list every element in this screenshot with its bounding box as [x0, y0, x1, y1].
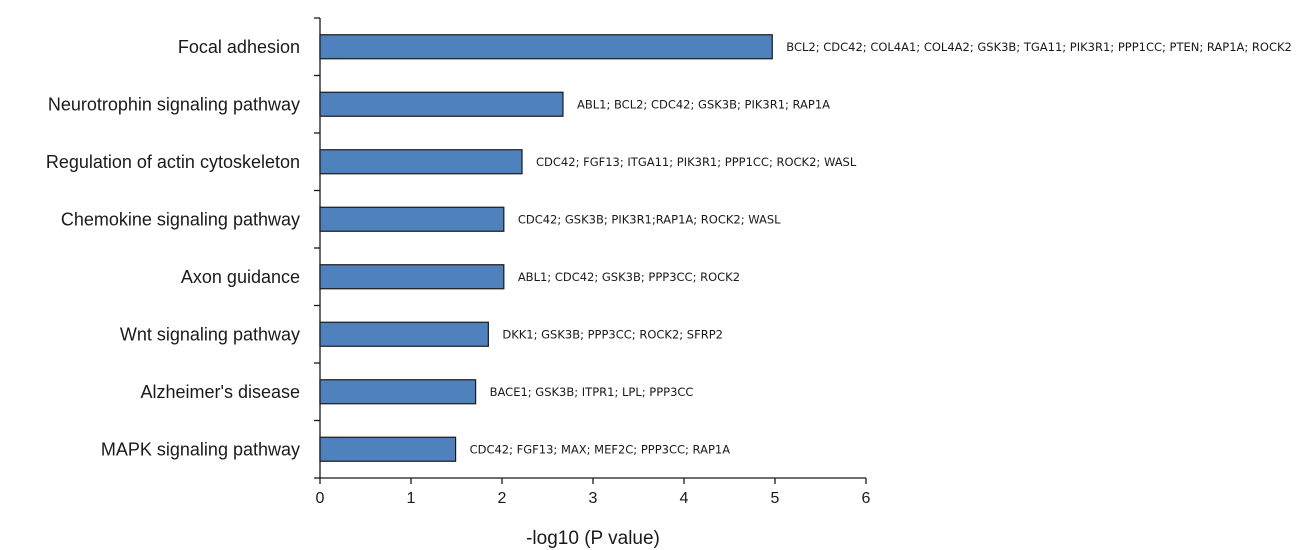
bar: [319, 91, 564, 117]
x-tick-label: 1: [407, 490, 416, 507]
bar: [319, 379, 477, 405]
bar: [319, 436, 457, 462]
gene-annotation: BACE1; GSK3B; ITPR1; LPL; PPP3CC: [490, 385, 694, 399]
gene-annotation: CDC42; FGF13; MAX; MEF2C; PPP3CC; RAP1A: [470, 442, 731, 456]
category-labels: Focal adhesion Neurotrophin signaling pat…: [46, 37, 300, 460]
category-label: Wnt signaling pathway: [120, 324, 300, 344]
x-tick-label: 5: [771, 490, 780, 507]
gene-annotation: DKK1; GSK3B; PPP3CC; ROCK2; SFRP2: [502, 327, 723, 341]
bar: [319, 321, 489, 347]
x-tick-label: 0: [316, 490, 325, 507]
gene-annotation: ABL1; BCL2; CDC42; GSK3B; PIK3R1; RAP1A: [577, 97, 830, 111]
category-label: Focal adhesion: [178, 37, 300, 57]
axes: [314, 17, 866, 479]
category-label: Chemokine signaling pathway: [61, 209, 300, 229]
bars: [319, 34, 773, 462]
x-tick-label: 4: [680, 490, 689, 507]
x-ticks: 0 1 2 3 4 5 6: [316, 478, 871, 507]
category-label: Axon guidance: [181, 267, 300, 287]
gene-annotation: BCL2; CDC42; COL4A1; COL4A2; GSK3B; TGA1…: [786, 40, 1292, 54]
gene-annotation: ABL1; CDC42; GSK3B; PPP3CC; ROCK2: [518, 270, 740, 284]
x-tick-label: 3: [589, 490, 598, 507]
bar: [319, 34, 773, 60]
x-tick-label: 2: [498, 490, 507, 507]
x-axis-label: -log10 (P value): [526, 528, 660, 549]
gene-annotation: CDC42; GSK3B; PIK3R1;RAP1A; ROCK2; WASL: [518, 212, 781, 226]
category-label: Alzheimer's disease: [140, 382, 300, 402]
bar: [319, 264, 505, 290]
x-tick-label: 6: [862, 490, 871, 507]
category-label: MAPK signaling pathway: [101, 439, 300, 459]
bar: [319, 149, 523, 175]
bar: [319, 206, 505, 232]
category-label: Neurotrophin signaling pathway: [48, 94, 300, 114]
category-label: Regulation of actin cytoskeleton: [46, 152, 300, 172]
gene-annotation: CDC42; FGF13; ITGA11; PIK3R1; PPP1CC; RO…: [536, 155, 857, 169]
gene-annotations: BCL2; CDC42; COL4A1; COL4A2; GSK3B; TGA1…: [470, 40, 1292, 457]
